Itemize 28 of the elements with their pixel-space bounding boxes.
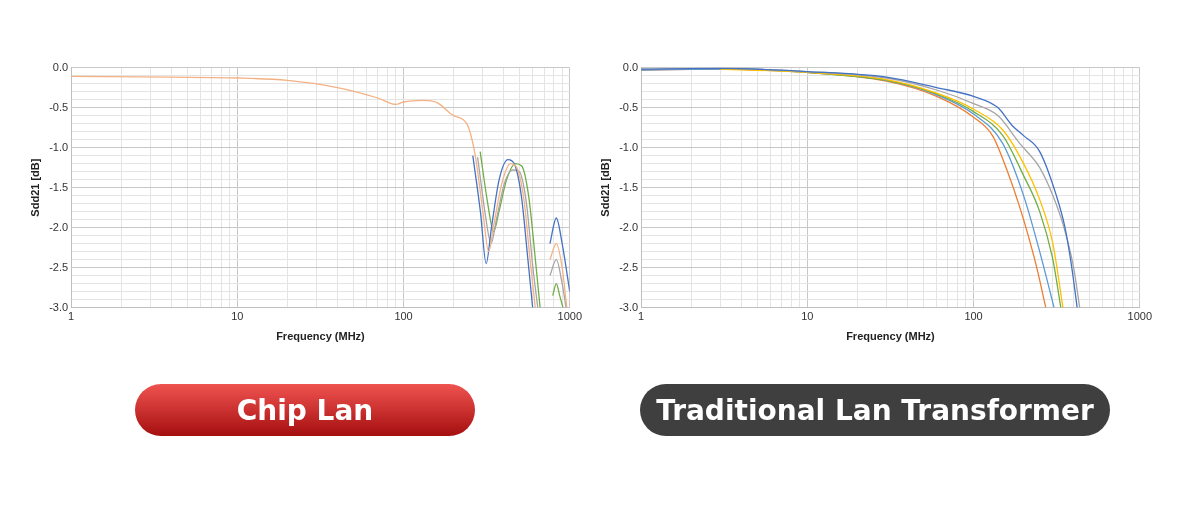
y-tick-label: -1.5	[49, 180, 69, 193]
y-tick-label: -0.5	[619, 100, 639, 113]
text: Chip Lan	[135, 384, 475, 436]
x-tick-label: 1000	[557, 310, 583, 323]
y-tick-label: -2.0	[49, 220, 69, 233]
y-tick-label: -1.0	[619, 140, 639, 153]
x-axis-title: Frequency (MHz)	[846, 330, 936, 343]
y-tick-label: -2.5	[619, 260, 639, 273]
y-tick-label: -1.0	[49, 140, 69, 153]
y-axis-title: Sdd21 [dB]	[28, 158, 41, 217]
y-tick-label: -3.0	[619, 300, 639, 313]
x-axis-title: Frequency (MHz)	[276, 330, 366, 343]
y-tick-label: 0.0	[52, 60, 69, 73]
x-tick-label: 100	[964, 310, 983, 323]
y-tick-label: 0.0	[622, 60, 639, 73]
x-tick-label: 10	[801, 310, 814, 323]
x-tick-label: 1000	[1127, 310, 1153, 323]
y-tick-label: -1.5	[619, 180, 639, 193]
x-tick-label: 100	[394, 310, 413, 323]
x-tick-label: 1	[638, 310, 645, 323]
y-tick-label: -2.0	[619, 220, 639, 233]
y-tick-label: -3.0	[49, 300, 69, 313]
y-tick-label: -2.5	[49, 260, 69, 273]
x-tick-label: 1	[68, 310, 75, 323]
y-tick-label: -0.5	[49, 100, 69, 113]
text: Traditional Lan Transformer	[640, 384, 1110, 436]
y-axis-title: Sdd21 [dB]	[598, 158, 611, 217]
x-tick-label: 10	[231, 310, 244, 323]
